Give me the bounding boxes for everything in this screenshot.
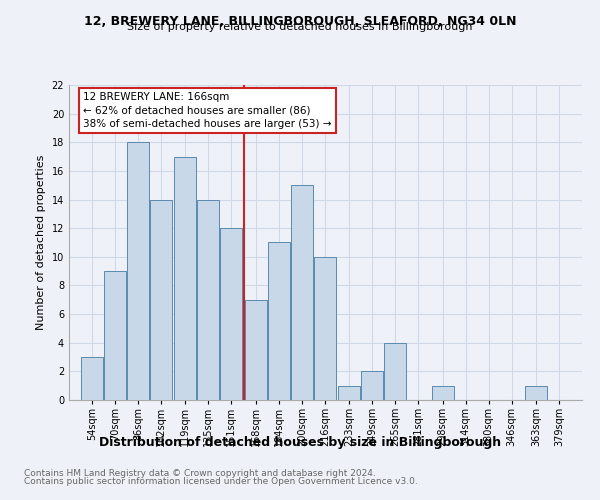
Bar <box>245 300 267 400</box>
Text: Contains HM Land Registry data © Crown copyright and database right 2024.: Contains HM Land Registry data © Crown c… <box>24 468 376 477</box>
Bar <box>384 342 406 400</box>
Bar <box>197 200 220 400</box>
Y-axis label: Number of detached properties: Number of detached properties <box>36 155 46 330</box>
Bar <box>175 156 196 400</box>
Bar <box>314 257 336 400</box>
Bar <box>268 242 290 400</box>
Bar <box>361 372 383 400</box>
Bar <box>127 142 149 400</box>
Text: 12 BREWERY LANE: 166sqm
← 62% of detached houses are smaller (86)
38% of semi-de: 12 BREWERY LANE: 166sqm ← 62% of detache… <box>83 92 332 128</box>
Bar <box>81 357 103 400</box>
Bar <box>220 228 242 400</box>
Bar <box>525 386 547 400</box>
Text: Distribution of detached houses by size in Billingborough: Distribution of detached houses by size … <box>99 436 501 449</box>
Text: 12, BREWERY LANE, BILLINGBOROUGH, SLEAFORD, NG34 0LN: 12, BREWERY LANE, BILLINGBOROUGH, SLEAFO… <box>84 15 516 28</box>
Bar <box>150 200 172 400</box>
Bar <box>338 386 360 400</box>
Bar <box>431 386 454 400</box>
Bar <box>291 185 313 400</box>
Bar <box>104 271 126 400</box>
Text: Size of property relative to detached houses in Billingborough: Size of property relative to detached ho… <box>127 22 473 32</box>
Text: Contains public sector information licensed under the Open Government Licence v3: Contains public sector information licen… <box>24 477 418 486</box>
